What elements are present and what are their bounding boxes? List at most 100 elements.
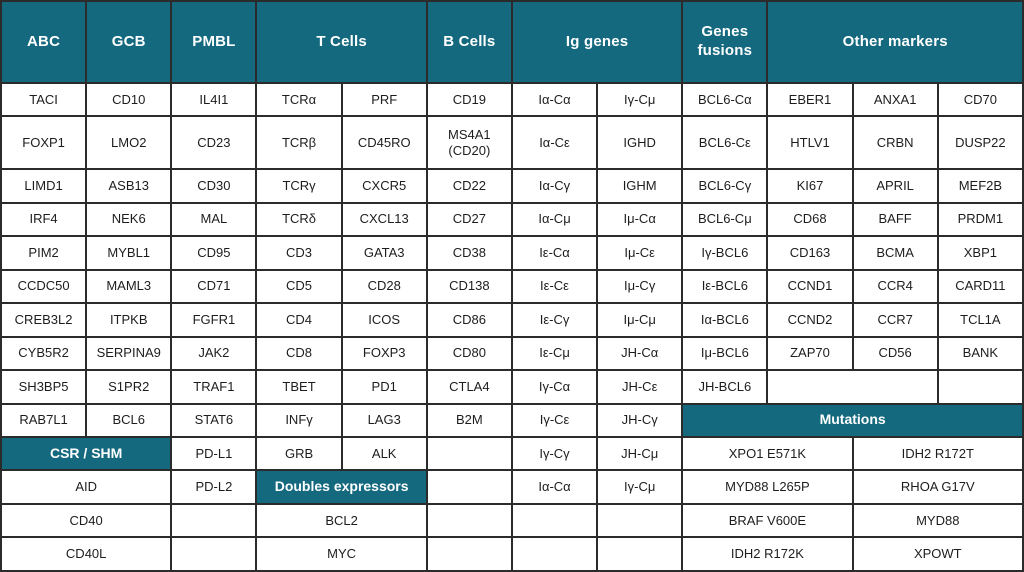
gene-cell-i-c: Iμ-Cμ xyxy=(596,302,684,338)
gene-cell-xpowt: XPOWT xyxy=(851,536,1024,572)
gene-cell-card11: CARD11 xyxy=(936,268,1024,305)
table-row: CREB3L2 ITPKB FGFR1 CD4 ICOS CD86 Iε-Cγ Iμ-Cμ Iα… xyxy=(0,302,1024,338)
gene-cell-il4i1: IL4I1 xyxy=(170,81,258,118)
gene-cell-grb: GRB xyxy=(255,435,343,472)
gene-cell-gata3: GATA3 xyxy=(340,235,428,271)
gene-cell-s1pr2: S1PR2 xyxy=(85,369,173,405)
gene-cell-foxp3: FOXP3 xyxy=(340,335,428,372)
gene-cell-i-c: Iγ-Cα xyxy=(510,369,599,405)
table-row: IRF4 NEK6 MAL TCRδ CXCL13 CD27 Iα-Cμ Iμ-Cα BCL6-… xyxy=(0,201,1024,238)
gene-cell-cd40l: CD40L xyxy=(0,536,173,572)
gene-cell-i-bcl6: Iμ-BCL6 xyxy=(681,335,769,372)
gene-cell-cd23: CD23 xyxy=(170,115,258,171)
table-row: AID PD-L2 Doubles expressors Iα-Cα Iγ-Cμ MYD8… xyxy=(0,469,1024,505)
gene-cell-foxp1: FOXP1 xyxy=(0,115,88,171)
gene-cell-myc: MYC xyxy=(255,536,428,572)
column-header-ig-genes: Ig genes xyxy=(510,0,684,84)
empty-cell xyxy=(425,435,513,472)
gene-cell-mef2b: MEF2B xyxy=(936,168,1024,204)
table-row: CCDC50 MAML3 CD71 CD5 CD28 CD138 Iε-Cε Iμ-Cγ Iε-… xyxy=(0,268,1024,305)
gene-cell-tcl1a: TCL1A xyxy=(936,302,1024,338)
gene-cell-myd88-l265p: MYD88 L265P xyxy=(681,469,854,505)
gene-cell-ighm: IGHM xyxy=(596,168,684,204)
gene-cell-nek6: NEK6 xyxy=(85,201,173,238)
column-header-pmbl: PMBL xyxy=(170,0,258,84)
gene-cell-cd8: CD8 xyxy=(255,335,343,372)
gene-cell-jh-bcl6: JH-BCL6 xyxy=(681,369,769,405)
gene-cell-cd80: CD80 xyxy=(425,335,513,372)
gene-cell-i-c: Iα-Cε xyxy=(510,115,599,171)
gene-cell-ccnd2: CCND2 xyxy=(766,302,854,338)
gene-cell-prf: PRF xyxy=(340,81,428,118)
table-row: CD40 BCL2 BRAF V600E MYD88 xyxy=(0,502,1024,539)
gene-cell-idh2-r172t: IDH2 R172T xyxy=(851,435,1024,472)
gene-cell-cd56: CD56 xyxy=(851,335,939,372)
gene-cell-i-c: Iγ-Cμ xyxy=(596,81,684,118)
gene-cell-cd163: CD163 xyxy=(766,235,854,271)
gene-cell-cd138: CD138 xyxy=(425,268,513,305)
column-header-row: ABC GCB PMBL T Cells B Cells Ig genes Genes fu… xyxy=(0,0,1024,84)
column-header-abc: ABC xyxy=(0,0,88,84)
gene-cell-cd68: CD68 xyxy=(766,201,854,238)
gene-cell-cd4: CD4 xyxy=(255,302,343,338)
gene-cell-cd45ro: CD45RO xyxy=(340,115,428,171)
table-row: LIMD1 ASB13 CD30 TCRγ CXCR5 CD22 Iα-Cγ IGHM BCL6… xyxy=(0,168,1024,204)
gene-cell-limd1: LIMD1 xyxy=(0,168,88,204)
gene-cell-rab7l1: RAB7L1 xyxy=(0,402,88,438)
gene-cell-taci: TACI xyxy=(0,81,88,118)
empty-cell xyxy=(170,536,258,572)
marker-table-header: ABC GCB PMBL T Cells B Cells Ig genes Genes fu… xyxy=(0,0,1024,84)
empty-cell xyxy=(425,536,513,572)
gene-cell-dusp22: DUSP22 xyxy=(936,115,1024,171)
gene-cell-irf4: IRF4 xyxy=(0,201,88,238)
gene-cell-tbet: TBET xyxy=(255,369,343,405)
gene-cell-lmo2: LMO2 xyxy=(85,115,173,171)
gene-cell-i-c: Iε-Cμ xyxy=(510,335,599,372)
empty-cell xyxy=(170,502,258,539)
empty-cell xyxy=(766,369,939,405)
gene-cell-aid: AID xyxy=(0,469,173,505)
gene-cell-cd3: CD3 xyxy=(255,235,343,271)
gene-cell-bcma: BCMA xyxy=(851,235,939,271)
gene-cell-rhoa-g17v: RHOA G17V xyxy=(851,469,1024,505)
gene-cell-prdm1: PRDM1 xyxy=(936,201,1024,238)
gene-cell-cd70: CD70 xyxy=(936,81,1024,118)
gene-cell-myd88: MYD88 xyxy=(851,502,1024,539)
gene-cell-cd22: CD22 xyxy=(425,168,513,204)
column-header-t-cells: T Cells xyxy=(255,0,428,84)
gene-cell-i-c: Iγ-Cγ xyxy=(510,435,599,472)
gene-cell-i-c: Iγ-Cμ xyxy=(596,469,684,505)
gene-cell-i-c: Iε-Cγ xyxy=(510,302,599,338)
gene-cell-inf: INFγ xyxy=(255,402,343,438)
gene-cell-i-c: Iμ-Cγ xyxy=(596,268,684,305)
gene-cell-april: APRIL xyxy=(851,168,939,204)
gene-cell-mal: MAL xyxy=(170,201,258,238)
gene-cell-ccdc50: CCDC50 xyxy=(0,268,88,305)
gene-cell-anxa1: ANXA1 xyxy=(851,81,939,118)
gene-cell-cd10: CD10 xyxy=(85,81,173,118)
gene-cell-ccr4: CCR4 xyxy=(851,268,939,305)
empty-cell xyxy=(596,502,684,539)
table-row: CSR / SHM PD-L1 GRB ALK Iγ-Cγ JH-Cμ XPO1 E571K… xyxy=(0,435,1024,472)
gene-cell-jh-c: JH-Cγ xyxy=(596,402,684,438)
column-header-b-cells: B Cells xyxy=(425,0,513,84)
empty-cell xyxy=(596,536,684,572)
empty-cell xyxy=(510,536,599,572)
gene-cell-sh3bp5: SH3BP5 xyxy=(0,369,88,405)
gene-cell-zap70: ZAP70 xyxy=(766,335,854,372)
gene-cell-pd-l2: PD-L2 xyxy=(170,469,258,505)
gene-cell-bcl6-c: BCL6-Cα xyxy=(681,81,769,118)
gene-cell-itpkb: ITPKB xyxy=(85,302,173,338)
gene-cell-icos: ICOS xyxy=(340,302,428,338)
gene-cell-ighd: IGHD xyxy=(596,115,684,171)
gene-cell-bcl2: BCL2 xyxy=(255,502,428,539)
section-header-mutations: Mutations xyxy=(681,402,1024,438)
gene-cell-b2m: B2M xyxy=(425,402,513,438)
gene-cell-cd40: CD40 xyxy=(0,502,173,539)
gene-cell-stat6: STAT6 xyxy=(170,402,258,438)
gene-cell-maml3: MAML3 xyxy=(85,268,173,305)
gene-cell-cd38: CD38 xyxy=(425,235,513,271)
gene-cell-i-c: Iμ-Cε xyxy=(596,235,684,271)
gene-cell-fgfr1: FGFR1 xyxy=(170,302,258,338)
gene-cell-i-c: Iα-Cμ xyxy=(510,201,599,238)
